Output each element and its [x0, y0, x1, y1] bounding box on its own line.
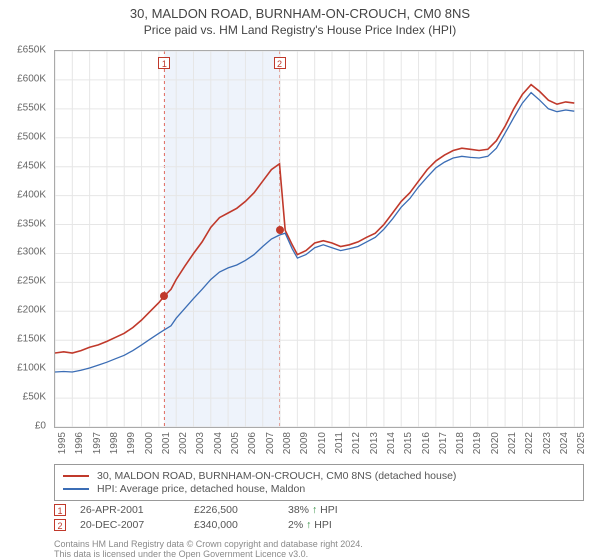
sale-point-dot: [276, 226, 284, 234]
x-tick-label: 2004: [213, 432, 224, 454]
x-tick-label: 2010: [317, 432, 328, 454]
y-tick-label: £450K: [17, 160, 46, 171]
y-tick-label: £250K: [17, 276, 46, 287]
title-main: 30, MALDON ROAD, BURNHAM-ON-CROUCH, CM0 …: [8, 6, 592, 21]
x-tick-label: 2024: [559, 432, 570, 454]
sale-delta: 2% ↑ HPI: [288, 519, 378, 531]
legend-row: 30, MALDON ROAD, BURNHAM-ON-CROUCH, CM0 …: [63, 470, 575, 482]
sale-date: 26-APR-2001: [80, 504, 180, 516]
y-tick-label: £350K: [17, 218, 46, 229]
footer: Contains HM Land Registry data © Crown c…: [54, 539, 363, 560]
sale-price: £226,500: [194, 504, 274, 516]
plot-svg: [55, 51, 583, 427]
footer-line: Contains HM Land Registry data © Crown c…: [54, 539, 363, 549]
x-tick-label: 2009: [299, 432, 310, 454]
chart-container: 30, MALDON ROAD, BURNHAM-ON-CROUCH, CM0 …: [0, 0, 600, 560]
y-tick-label: £500K: [17, 131, 46, 142]
x-tick-label: 2002: [178, 432, 189, 454]
x-tick-label: 2007: [265, 432, 276, 454]
y-tick-label: £0: [35, 421, 46, 432]
x-tick-label: 1996: [74, 432, 85, 454]
sale-marker-box: 2: [274, 57, 286, 69]
sale-date: 20-DEC-2007: [80, 519, 180, 531]
legend-row: HPI: Average price, detached house, Mald…: [63, 483, 575, 495]
x-tick-label: 2005: [230, 432, 241, 454]
y-tick-label: £150K: [17, 334, 46, 345]
y-axis-labels: £0£50K£100K£150K£200K£250K£300K£350K£400…: [0, 50, 50, 428]
x-tick-label: 2014: [386, 432, 397, 454]
x-tick-label: 2015: [403, 432, 414, 454]
sale-idx-box: 2: [54, 519, 66, 531]
x-tick-label: 1995: [57, 432, 68, 454]
sale-price: £340,000: [194, 519, 274, 531]
x-tick-label: 2013: [369, 432, 380, 454]
y-tick-label: £650K: [17, 45, 46, 56]
sales-table: 1 26-APR-2001 £226,500 38% ↑ HPI 2 20-DEC-200…: [54, 504, 584, 534]
legend: 30, MALDON ROAD, BURNHAM-ON-CROUCH, CM0 …: [54, 464, 584, 501]
x-tick-label: 2017: [438, 432, 449, 454]
y-tick-label: £400K: [17, 189, 46, 200]
y-tick-label: £200K: [17, 305, 46, 316]
x-tick-label: 2006: [247, 432, 258, 454]
sale-idx-box: 1: [54, 504, 66, 516]
x-tick-label: 1998: [109, 432, 120, 454]
x-tick-label: 2020: [490, 432, 501, 454]
x-tick-label: 2022: [524, 432, 535, 454]
x-tick-label: 2021: [507, 432, 518, 454]
sales-row: 2 20-DEC-2007 £340,000 2% ↑ HPI: [54, 519, 584, 531]
x-tick-label: 2003: [195, 432, 206, 454]
x-tick-label: 2008: [282, 432, 293, 454]
sale-marker-box: 1: [158, 57, 170, 69]
legend-label: HPI: Average price, detached house, Mald…: [97, 483, 305, 495]
x-tick-label: 2012: [351, 432, 362, 454]
legend-swatch: [63, 475, 89, 477]
x-axis-labels: 1995 1996 1997 1998 1999 2000 2001 2002 2003 2004…: [54, 430, 584, 460]
y-tick-label: £550K: [17, 102, 46, 113]
y-tick-label: £300K: [17, 247, 46, 258]
legend-label: 30, MALDON ROAD, BURNHAM-ON-CROUCH, CM0 …: [97, 470, 456, 482]
y-tick-label: £600K: [17, 73, 46, 84]
y-tick-label: £100K: [17, 363, 46, 374]
legend-swatch: [63, 488, 89, 490]
x-tick-label: 2023: [542, 432, 553, 454]
y-tick-label: £50K: [23, 392, 46, 403]
x-tick-label: 2019: [472, 432, 483, 454]
x-tick-label: 1997: [92, 432, 103, 454]
sales-row: 1 26-APR-2001 £226,500 38% ↑ HPI: [54, 504, 584, 516]
x-tick-label: 2011: [334, 432, 345, 454]
x-tick-label: 1999: [126, 432, 137, 454]
footer-line: This data is licensed under the Open Gov…: [54, 549, 363, 559]
title-sub: Price paid vs. HM Land Registry's House …: [8, 23, 592, 37]
x-tick-label: 2001: [161, 432, 172, 454]
x-tick-label: 2000: [144, 432, 155, 454]
x-tick-label: 2016: [421, 432, 432, 454]
x-tick-label: 2018: [455, 432, 466, 454]
x-tick-label: 2025: [576, 432, 587, 454]
titles: 30, MALDON ROAD, BURNHAM-ON-CROUCH, CM0 …: [0, 0, 600, 39]
sale-delta: 38% ↑ HPI: [288, 504, 378, 516]
plot-area: 12: [54, 50, 584, 428]
